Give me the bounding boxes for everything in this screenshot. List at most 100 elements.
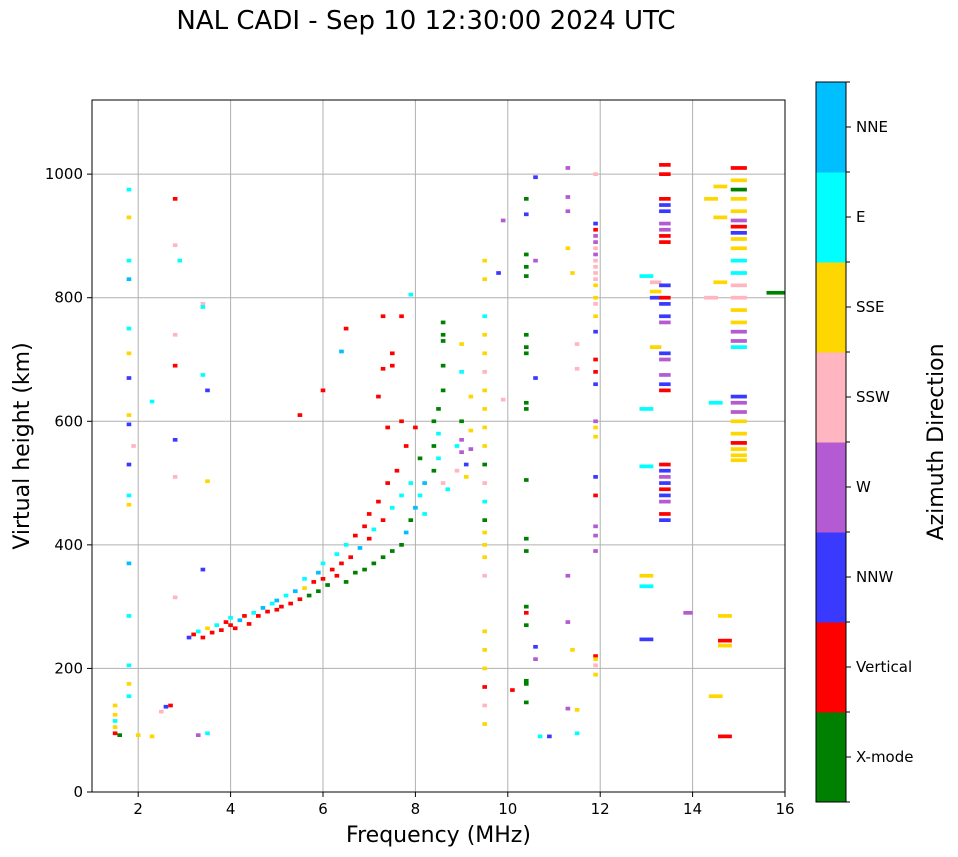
data-point-x-mode <box>440 320 446 325</box>
data-point-vertical <box>362 524 367 529</box>
colorbar-label: NNE <box>856 118 888 136</box>
data-point-e <box>214 623 220 628</box>
data-point-x-mode <box>482 462 488 467</box>
x-tick-label: 8 <box>411 800 421 818</box>
data-point-vertical <box>659 487 671 492</box>
data-point-vertical <box>320 388 326 393</box>
data-point-nnw <box>533 376 538 380</box>
data-point-vertical <box>659 240 671 244</box>
data-point-nnw <box>126 376 132 380</box>
x-tick-label: 10 <box>498 800 517 818</box>
data-point-w <box>565 620 571 624</box>
data-point-vertical <box>320 576 326 581</box>
data-point-w <box>730 400 747 405</box>
data-point-sse <box>730 178 747 183</box>
data-point-vertical <box>339 561 344 566</box>
data-point-nnw <box>533 644 538 649</box>
data-point-x-mode <box>371 561 377 566</box>
data-point-sse <box>593 434 598 439</box>
data-point-x-mode <box>523 351 529 356</box>
data-point-sse <box>730 431 747 436</box>
data-point-ssw <box>482 481 488 485</box>
data-point-x-mode <box>306 593 312 598</box>
data-point-nne <box>260 606 266 610</box>
data-point-vertical <box>334 573 340 578</box>
data-point-vertical <box>659 388 671 393</box>
data-point-ssw <box>704 295 719 300</box>
data-point-e <box>126 663 132 668</box>
data-point-nnw <box>659 493 671 498</box>
data-point-sse <box>593 657 598 662</box>
data-point-ssw <box>482 703 488 708</box>
data-point-vertical <box>482 685 488 689</box>
x-tick-label: 14 <box>683 800 702 818</box>
data-point-vertical <box>297 413 303 417</box>
data-point-vertical <box>265 609 270 614</box>
data-point-sse <box>468 394 474 399</box>
data-point-w <box>459 450 464 455</box>
data-point-x-mode <box>523 197 529 201</box>
data-point-w <box>659 357 671 362</box>
data-point-sse <box>593 314 598 319</box>
data-point-sse <box>126 682 132 686</box>
data-point-nne <box>292 589 298 594</box>
data-point-vertical <box>385 481 390 485</box>
data-point-nne <box>126 561 132 566</box>
data-point-w <box>533 657 538 662</box>
data-point-sse <box>205 479 210 484</box>
data-point-e <box>126 614 132 618</box>
data-point-vertical <box>168 703 173 708</box>
data-point-x-mode <box>523 478 529 482</box>
data-point-nnw <box>659 203 671 207</box>
data-point-nne <box>413 505 418 510</box>
data-point-sse <box>713 184 728 189</box>
data-point-sse <box>565 246 571 251</box>
colorbar-label: E <box>856 208 865 226</box>
data-point-vertical <box>353 533 358 538</box>
data-point-ssw <box>131 444 136 448</box>
colorbar-label: Vertical <box>856 658 912 676</box>
data-point-sse <box>112 703 118 708</box>
data-point-sse <box>574 707 580 712</box>
data-point-x-mode <box>523 400 529 405</box>
data-point-nne <box>237 618 243 623</box>
data-point-ssw <box>172 475 178 479</box>
data-point-sse <box>713 215 728 220</box>
data-point-vertical <box>394 468 400 473</box>
x-tick-label: 2 <box>133 800 143 818</box>
data-point-nnw <box>659 351 671 356</box>
data-point-e <box>417 493 423 498</box>
data-point-e <box>408 481 414 485</box>
data-point-ssw <box>500 397 506 402</box>
data-point-nne <box>126 277 132 282</box>
data-point-nnw <box>205 388 210 393</box>
data-point-vertical <box>659 295 671 300</box>
data-point-x-mode <box>316 589 321 594</box>
data-point-w <box>593 419 598 424</box>
data-point-nnw <box>649 295 662 300</box>
data-point-x-mode <box>523 252 529 257</box>
data-point-ssw <box>730 283 747 288</box>
data-point-vertical <box>659 234 671 238</box>
data-point-nnw <box>523 212 529 217</box>
data-point-nnw <box>659 481 671 485</box>
data-point-vertical <box>343 326 349 331</box>
data-point-x-mode <box>440 388 446 393</box>
data-point-x-mode <box>766 290 785 295</box>
data-point-nnw <box>730 394 747 399</box>
y-tick-label: 1000 <box>45 165 83 183</box>
data-point-sse <box>649 289 662 294</box>
data-point-vertical <box>246 622 252 626</box>
data-point-x-mode <box>523 604 529 609</box>
data-point-x-mode <box>523 332 529 337</box>
data-point-sse <box>570 271 575 275</box>
data-point-nnw <box>533 175 538 180</box>
data-point-nne <box>339 349 344 354</box>
data-point-e <box>389 505 395 510</box>
data-point-ssw <box>593 663 598 668</box>
data-point-sse <box>482 530 488 535</box>
data-point-sse <box>730 237 747 241</box>
data-point-w <box>593 533 598 538</box>
data-point-x-mode <box>523 623 529 628</box>
y-tick-label: 800 <box>54 289 83 307</box>
